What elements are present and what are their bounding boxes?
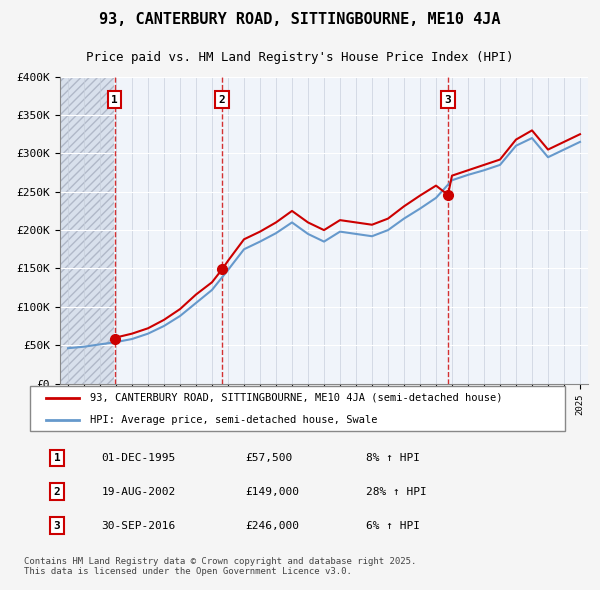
- Text: 28% ↑ HPI: 28% ↑ HPI: [366, 487, 427, 497]
- Text: £246,000: £246,000: [245, 521, 299, 531]
- Text: 1: 1: [111, 95, 118, 104]
- Text: £57,500: £57,500: [245, 453, 292, 463]
- Text: 1: 1: [54, 453, 61, 463]
- FancyBboxPatch shape: [29, 386, 565, 431]
- Text: 6% ↑ HPI: 6% ↑ HPI: [366, 521, 420, 531]
- Text: £149,000: £149,000: [245, 487, 299, 497]
- Bar: [60, 77, 115, 384]
- Text: 30-SEP-2016: 30-SEP-2016: [101, 521, 176, 531]
- Text: 93, CANTERBURY ROAD, SITTINGBOURNE, ME10 4JA: 93, CANTERBURY ROAD, SITTINGBOURNE, ME10…: [99, 12, 501, 27]
- Text: 01-DEC-1995: 01-DEC-1995: [101, 453, 176, 463]
- Text: 93, CANTERBURY ROAD, SITTINGBOURNE, ME10 4JA (semi-detached house): 93, CANTERBURY ROAD, SITTINGBOURNE, ME10…: [90, 392, 503, 402]
- Text: 19-AUG-2002: 19-AUG-2002: [101, 487, 176, 497]
- Text: 2: 2: [54, 487, 61, 497]
- Text: 3: 3: [54, 521, 61, 531]
- Text: Price paid vs. HM Land Registry's House Price Index (HPI): Price paid vs. HM Land Registry's House …: [86, 51, 514, 64]
- Text: 2: 2: [219, 95, 226, 104]
- Text: 3: 3: [445, 95, 451, 104]
- Text: 8% ↑ HPI: 8% ↑ HPI: [366, 453, 420, 463]
- Text: Contains HM Land Registry data © Crown copyright and database right 2025.
This d: Contains HM Land Registry data © Crown c…: [24, 557, 416, 576]
- Text: HPI: Average price, semi-detached house, Swale: HPI: Average price, semi-detached house,…: [90, 415, 378, 425]
